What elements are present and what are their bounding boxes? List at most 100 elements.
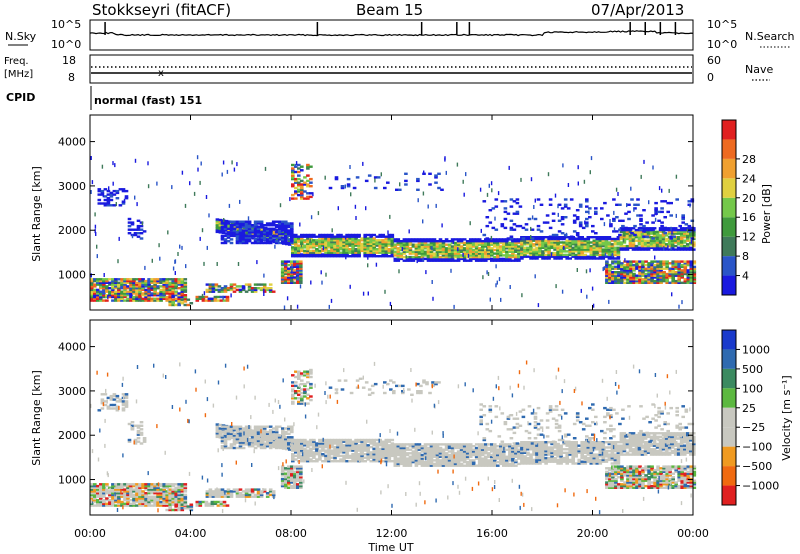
heatmap-cell	[339, 246, 343, 249]
heatmap-cell	[607, 250, 612, 253]
heatmap-cell	[496, 460, 500, 464]
heatmap-cell	[417, 243, 422, 246]
heatmap-cell	[303, 444, 307, 447]
heatmap-cell	[453, 457, 458, 460]
heatmap-cell	[253, 232, 258, 236]
heatmap-cell	[520, 244, 524, 248]
heatmap-cell	[105, 295, 109, 299]
heatmap-cell	[315, 251, 319, 254]
heatmap-cell	[655, 230, 660, 234]
heatmap-cell	[553, 244, 557, 248]
heatmap-cell	[345, 240, 349, 244]
heatmap-cell	[96, 281, 100, 284]
heatmap-cell	[256, 222, 261, 225]
heatmap-cell	[153, 299, 157, 302]
heatmap-cell	[318, 456, 322, 459]
heatmap-cell	[533, 205, 535, 209]
heatmap-cell	[366, 449, 370, 452]
heatmap-cell	[354, 255, 358, 258]
heatmap-cell	[354, 449, 358, 452]
heatmap-cell	[456, 259, 461, 262]
heatmap-cell	[578, 205, 583, 208]
heatmap-cell	[147, 287, 151, 290]
heatmap-cell	[265, 241, 270, 245]
heatmap-cell	[640, 237, 645, 241]
heatmap-cell	[324, 445, 328, 449]
heatmap-cell	[277, 224, 282, 227]
heatmap-cell	[620, 267, 624, 270]
heatmap-cell	[598, 243, 603, 246]
heatmap-cell	[99, 287, 103, 290]
heatmap-cell	[408, 240, 413, 243]
heatmap-cell	[669, 237, 673, 240]
heatmap-cell	[168, 303, 172, 307]
heatmap-cell	[689, 274, 694, 277]
heatmap-cell	[399, 257, 404, 261]
heatmap-cell	[312, 246, 316, 249]
heatmap-cell	[321, 235, 325, 238]
heatmap-cell	[499, 245, 503, 248]
heatmap-cell	[453, 245, 458, 248]
heatmap-cell	[544, 248, 548, 251]
heatmap-cell	[215, 426, 220, 430]
heatmap-cell	[345, 253, 349, 256]
heatmap-cell	[556, 448, 560, 451]
heatmap-cell	[614, 267, 618, 270]
heatmap-cell	[453, 445, 458, 448]
heatmap-cell	[676, 236, 681, 239]
heatmap-cell	[480, 240, 485, 243]
heatmap-cell	[604, 243, 609, 246]
heatmap-cell	[384, 447, 389, 450]
heatmap-cell	[253, 290, 258, 293]
heatmap-cell	[686, 276, 691, 279]
heatmap-cell	[544, 246, 548, 249]
heatmap-cell	[453, 252, 458, 255]
heatmap-cell	[393, 259, 398, 262]
heatmap-cell	[660, 224, 664, 228]
heatmap-cell	[138, 292, 142, 295]
heatmap-cell	[598, 257, 603, 260]
heatmap-cell	[294, 197, 298, 200]
heatmap-cell	[613, 455, 618, 458]
heatmap-cell	[444, 445, 449, 448]
heatmap-cell	[290, 238, 294, 241]
heatmap-cell	[499, 460, 503, 464]
heatmap-cell	[592, 255, 597, 258]
heatmap-cell	[141, 287, 145, 290]
heatmap-cell	[291, 176, 295, 179]
heatmap-cell	[221, 172, 223, 177]
heatmap-cell	[306, 246, 310, 249]
heatmap-cell	[336, 251, 340, 254]
heatmap-cell	[663, 226, 667, 230]
heatmap-cell	[318, 440, 322, 443]
heatmap-cell	[630, 186, 632, 191]
heatmap-cell	[205, 195, 208, 199]
heatmap-cell	[226, 231, 231, 234]
heatmap-cell	[586, 294, 588, 299]
heatmap-cell	[259, 224, 264, 227]
heatmap-cell	[683, 239, 687, 242]
heatmap-cell	[262, 229, 267, 232]
heatmap-cell	[408, 259, 413, 262]
heatmap-cell	[262, 232, 267, 236]
heatmap-cell	[482, 275, 484, 280]
heatmap-cell	[399, 243, 404, 246]
heatmap-cell	[275, 237, 280, 241]
heatmap-cell	[422, 219, 424, 224]
heatmap-cell	[327, 233, 331, 237]
heatmap-cell	[672, 235, 676, 238]
heatmap-cell	[435, 446, 440, 450]
heatmap-cell	[223, 285, 228, 288]
heatmap-cell	[183, 287, 188, 290]
heatmap-cell	[465, 445, 470, 448]
heatmap-cell	[646, 227, 651, 230]
heatmap-cell	[628, 246, 633, 249]
heatmap-cell	[315, 240, 319, 244]
heatmap-cell	[656, 278, 660, 281]
heatmap-cell	[260, 436, 265, 439]
heatmap-cell	[414, 457, 419, 460]
heatmap-cell	[607, 244, 612, 248]
heatmap-cell	[147, 290, 151, 293]
heatmap-cell	[572, 219, 577, 222]
heatmap-cell	[681, 214, 685, 217]
